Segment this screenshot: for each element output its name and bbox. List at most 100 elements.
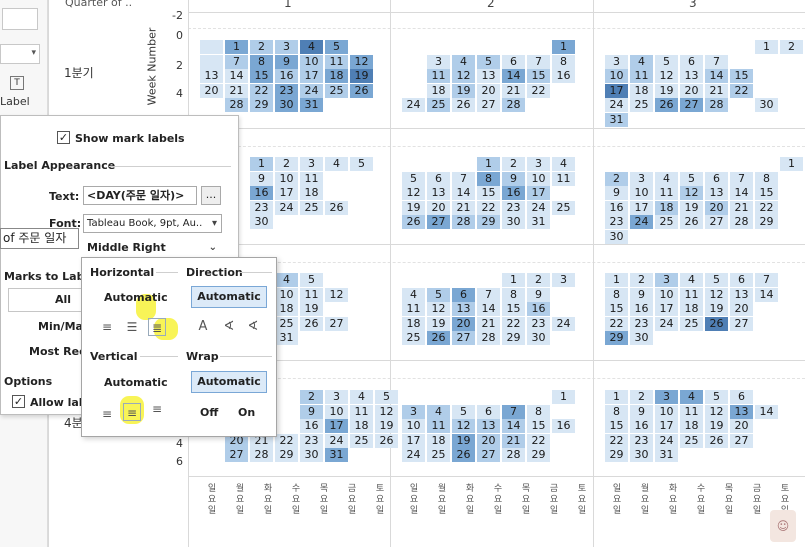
calendar-day-cell[interactable]: 8	[605, 404, 628, 419]
calendar-day-cell[interactable]: 6	[680, 54, 703, 69]
calendar-day-cell[interactable]: 31	[527, 215, 550, 229]
calendar-day-cell[interactable]: 10	[630, 186, 653, 200]
calendar-day-cell[interactable]: 4	[402, 287, 425, 302]
calendar-day-cell[interactable]: 16	[605, 200, 628, 215]
calendar-day-cell[interactable]: 26	[375, 433, 398, 448]
calendar-day-cell[interactable]: 11	[680, 404, 703, 419]
calendar-day-cell[interactable]: 29	[605, 448, 628, 462]
calendar-day-cell[interactable]: 25	[350, 433, 373, 448]
align-center-icon[interactable]: ☰	[126, 320, 138, 334]
calendar-day-cell[interactable]: 2	[630, 273, 653, 287]
calendar-day-cell[interactable]: 23	[630, 316, 653, 331]
calendar-day-cell[interactable]: 16	[527, 302, 550, 316]
calendar-day-cell[interactable]: 19	[427, 316, 450, 331]
calendar-day-cell[interactable]: 20	[730, 419, 753, 433]
calendar-day-cell[interactable]: 25	[300, 200, 323, 215]
calendar-day-cell[interactable]: 2	[300, 390, 323, 404]
calendar-day-cell[interactable]: 28	[730, 215, 753, 229]
calendar-day-cell[interactable]: 5	[680, 171, 703, 186]
calendar-day-cell[interactable]: 15	[605, 419, 628, 433]
calendar-day-cell[interactable]: 12	[375, 404, 398, 419]
allow-labels-overlap-checkbox[interactable]: ✓	[12, 395, 25, 408]
calendar-day-cell[interactable]: 28	[705, 98, 728, 112]
calendar-day-cell[interactable]: 9	[502, 171, 525, 186]
calendar-day-cell[interactable]: 28	[502, 448, 525, 462]
calendar-day-cell[interactable]: 18	[630, 83, 653, 98]
calendar-day-cell[interactable]: 30	[527, 331, 550, 345]
calendar-day-cell[interactable]: 30	[630, 331, 653, 345]
calendar-day-cell[interactable]: 18	[427, 83, 450, 98]
calendar-day-cell[interactable]: 20	[477, 83, 500, 98]
calendar-day-cell[interactable]: 26	[427, 331, 450, 345]
calendar-day-cell[interactable]: 3	[427, 54, 450, 69]
wrap-on-option[interactable]: On	[238, 406, 256, 419]
calendar-day-cell[interactable]: 9	[250, 171, 273, 186]
min-max-option[interactable]: Min/Ma	[38, 320, 83, 333]
calendar-day-cell[interactable]: 15	[605, 302, 628, 316]
calendar-day-cell[interactable]: 25	[402, 331, 425, 345]
calendar-day-cell[interactable]: 3	[552, 273, 575, 287]
calendar-day-cell[interactable]: 2	[502, 157, 525, 171]
calendar-day-cell[interactable]: 14	[477, 302, 500, 316]
calendar-day-cell[interactable]: 16	[250, 186, 273, 200]
wrap-automatic-button[interactable]: Automatic	[191, 371, 267, 393]
calendar-day-cell[interactable]: 27	[452, 331, 475, 345]
calendar-day-cell[interactable]: 27	[730, 316, 753, 331]
calendar-day-cell[interactable]: 5	[300, 273, 323, 287]
calendar-day-cell[interactable]: 18	[325, 69, 348, 83]
calendar-day-cell[interactable]: 27	[427, 215, 450, 229]
calendar-day-cell[interactable]: 17	[402, 433, 425, 448]
calendar-day-cell[interactable]: 6	[730, 273, 753, 287]
align-bottom-icon[interactable]: ≡	[151, 402, 163, 416]
calendar-day-cell[interactable]: 19	[375, 419, 398, 433]
calendar-day-cell[interactable]: 27	[730, 433, 753, 448]
calendar-day-cell[interactable]: 2	[275, 157, 298, 171]
calendar-day-cell[interactable]: 29	[605, 331, 628, 345]
calendar-day-cell[interactable]: 11	[655, 186, 678, 200]
calendar-day-cell[interactable]: 4	[655, 171, 678, 186]
calendar-day-cell[interactable]: 13	[730, 287, 753, 302]
calendar-day-cell[interactable]: 26	[350, 83, 373, 98]
calendar-day-cell[interactable]: 30	[755, 98, 778, 112]
wrap-off-option[interactable]: Off	[200, 406, 219, 419]
calendar-day-cell[interactable]: 29	[477, 215, 500, 229]
calendar-day-cell[interactable]: 28	[225, 98, 248, 112]
calendar-day-cell[interactable]: 11	[300, 287, 323, 302]
calendar-day-cell[interactable]: 27	[477, 448, 500, 462]
calendar-day-cell[interactable]: 2	[527, 273, 550, 287]
calendar-day-cell[interactable]: 4	[680, 390, 703, 404]
calendar-day-cell[interactable]: 5	[452, 404, 475, 419]
horizontal-automatic-option[interactable]: Automatic	[104, 291, 168, 304]
calendar-day-cell[interactable]: 16	[275, 69, 298, 83]
calendar-day-cell[interactable]: 31	[325, 448, 348, 462]
calendar-day-cell[interactable]: 3	[300, 157, 323, 171]
calendar-day-cell[interactable]: 25	[680, 316, 703, 331]
calendar-day-cell[interactable]: 30	[630, 448, 653, 462]
align-left-icon[interactable]: ≡	[101, 320, 113, 334]
calendar-day-cell[interactable]: 18	[680, 419, 703, 433]
calendar-day-cell[interactable]: 1	[250, 157, 273, 171]
calendar-day-cell[interactable]: 24	[275, 200, 298, 215]
calendar-day-cell[interactable]: 5	[350, 157, 373, 171]
calendar-day-cell[interactable]: 29	[275, 448, 298, 462]
calendar-day-cell[interactable]: 19	[402, 200, 425, 215]
calendar-day-cell[interactable]: 4	[452, 54, 475, 69]
calendar-day-cell[interactable]: 13	[730, 404, 753, 419]
calendar-day-cell[interactable]: 29	[755, 215, 778, 229]
calendar-day-cell[interactable]: 25	[275, 316, 298, 331]
calendar-day-cell[interactable]: 16	[630, 302, 653, 316]
calendar-day-cell[interactable]: 26	[655, 98, 678, 112]
calendar-day-cell[interactable]: 21	[452, 200, 475, 215]
calendar-day-cell[interactable]: 8	[502, 287, 525, 302]
calendar-day-cell[interactable]: 22	[527, 433, 550, 448]
calendar-day-cell[interactable]: 2	[250, 40, 273, 54]
calendar-day-cell[interactable]: 24	[655, 433, 678, 448]
calendar-day-cell[interactable]: 10	[300, 54, 323, 69]
calendar-day-cell[interactable]: 30	[605, 229, 628, 244]
calendar-day-cell[interactable]: 9	[630, 404, 653, 419]
alignment-select[interactable]: Middle Right ⌄	[83, 238, 222, 257]
calendar-day-cell[interactable]: 5	[705, 273, 728, 287]
calendar-day-cell[interactable]: 9	[527, 287, 550, 302]
calendar-day-cell[interactable]: 10	[655, 287, 678, 302]
calendar-day-cell[interactable]: 15	[730, 69, 753, 83]
